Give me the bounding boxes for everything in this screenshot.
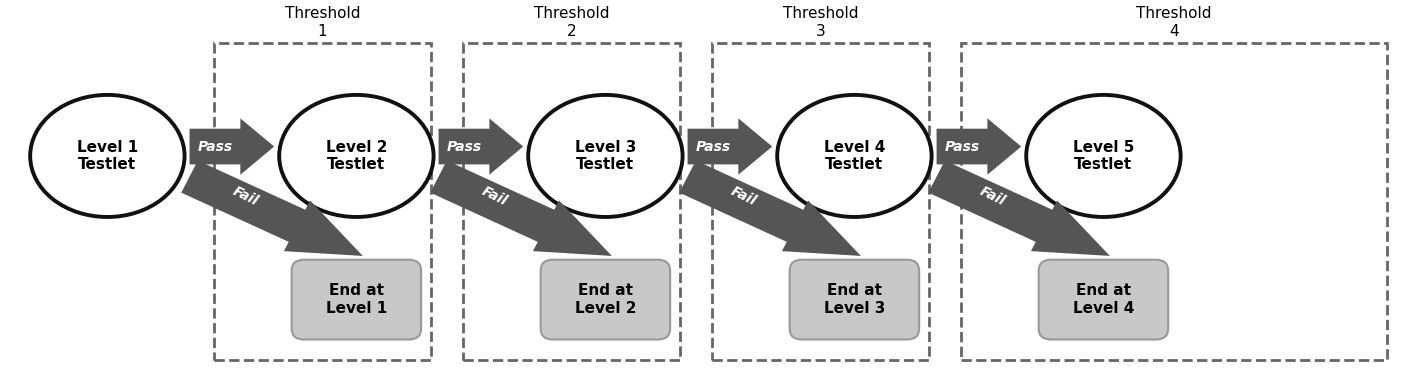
Polygon shape: [937, 118, 1022, 175]
Polygon shape: [679, 161, 861, 256]
Text: Threshold
2: Threshold 2: [533, 6, 610, 38]
Text: Level 5
Testlet: Level 5 Testlet: [1072, 140, 1134, 172]
Polygon shape: [181, 161, 363, 256]
Text: Pass: Pass: [696, 139, 731, 154]
Polygon shape: [430, 161, 612, 256]
Ellipse shape: [1026, 95, 1181, 217]
Text: Level 1
Testlet: Level 1 Testlet: [76, 140, 138, 172]
Text: Level 2
Testlet: Level 2 Testlet: [326, 140, 387, 172]
Text: Threshold
1: Threshold 1: [285, 6, 360, 38]
Text: Pass: Pass: [944, 139, 979, 154]
Bar: [713, 43, 928, 360]
Text: End at
Level 3: End at Level 3: [824, 283, 885, 316]
FancyBboxPatch shape: [790, 260, 919, 340]
Text: Threshold
3: Threshold 3: [783, 6, 858, 38]
FancyBboxPatch shape: [540, 260, 670, 340]
Ellipse shape: [777, 95, 931, 217]
Text: Fail: Fail: [480, 184, 509, 209]
Ellipse shape: [528, 95, 683, 217]
Text: Threshold
4: Threshold 4: [1136, 6, 1212, 38]
Text: End at
Level 2: End at Level 2: [574, 283, 636, 316]
Text: End at
Level 4: End at Level 4: [1072, 283, 1134, 316]
Bar: [961, 43, 1387, 360]
Text: Pass: Pass: [198, 139, 233, 154]
Polygon shape: [189, 118, 274, 175]
Polygon shape: [928, 161, 1110, 256]
FancyBboxPatch shape: [1038, 260, 1168, 340]
FancyBboxPatch shape: [292, 260, 420, 340]
Ellipse shape: [30, 95, 185, 217]
Polygon shape: [687, 118, 772, 175]
Bar: [214, 43, 432, 360]
Text: End at
Level 1: End at Level 1: [326, 283, 387, 316]
Text: Fail: Fail: [728, 184, 759, 209]
Bar: [463, 43, 680, 360]
Text: Pass: Pass: [446, 139, 481, 154]
Ellipse shape: [279, 95, 433, 217]
Text: Fail: Fail: [230, 184, 261, 209]
Text: Level 3
Testlet: Level 3 Testlet: [574, 140, 636, 172]
Polygon shape: [439, 118, 523, 175]
Text: Level 4
Testlet: Level 4 Testlet: [824, 140, 885, 172]
Text: Fail: Fail: [978, 184, 1007, 209]
